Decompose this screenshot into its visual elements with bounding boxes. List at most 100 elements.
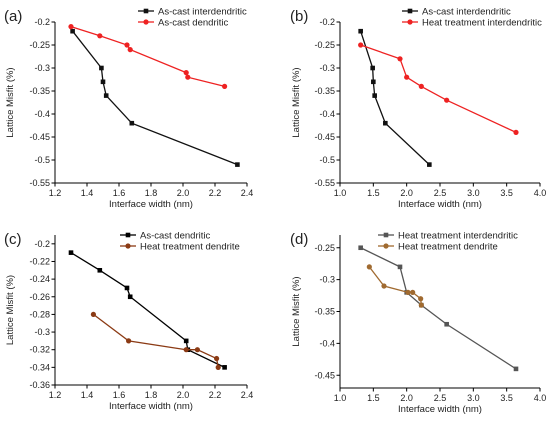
- series-line: [368, 266, 422, 306]
- y-tick-label: -0.35: [314, 307, 335, 317]
- y-tick-label: -0.3: [319, 63, 335, 73]
- data-point: [68, 24, 74, 30]
- data-point: [410, 289, 416, 295]
- x-tick-label: 3.5: [500, 393, 513, 403]
- x-tick-label: 1.4: [81, 188, 94, 198]
- y-tick-label: -0.25: [314, 40, 335, 50]
- y-axis-label: Lattice Misfit (%): [291, 67, 302, 137]
- data-point: [513, 129, 519, 135]
- y-tick-label: -0.28: [29, 309, 50, 319]
- x-axis-label: Interface width (nm): [398, 199, 482, 210]
- chart-panel: (b) 1.0 1.5 2.0 2.5 3.0 3.5 4.0 -0.55 -0.5 -0.45 -0…: [290, 6, 546, 210]
- data-point: [194, 347, 200, 353]
- chart-panel: (c) 1.2 1.4 1.6 1.8 2.0 2.2 2.4 -0.36 -0.34 -0.32 -…: [4, 230, 253, 412]
- chart-panel: (d) 1.0 1.5 2.0 2.5 3.0 3.5 4.0 -0.45 -0.4 -0.35 -0…: [290, 230, 546, 415]
- x-tick-label: 1.6: [113, 188, 126, 198]
- data-point: [126, 338, 132, 344]
- data-point: [99, 65, 104, 71]
- y-tick-label: -0.25: [29, 40, 50, 50]
- x-tick-label: 3.0: [467, 188, 480, 198]
- data-point: [513, 366, 519, 372]
- x-axis-label: Interface width (nm): [109, 199, 193, 210]
- x-tick-label: 2.0: [400, 188, 413, 198]
- data-point: [129, 120, 135, 126]
- x-tick-label: 1.2: [49, 188, 62, 198]
- x-tick-label: 1.5: [367, 393, 380, 403]
- data-point: [366, 264, 372, 270]
- data-point: [124, 42, 130, 48]
- data-point: [235, 162, 240, 167]
- data-point: [358, 245, 363, 251]
- y-tick-label: -0.2: [34, 17, 50, 27]
- legend-swatch-marker: [383, 243, 389, 249]
- series-line: [360, 44, 517, 133]
- y-tick-label: -0.45: [29, 132, 50, 142]
- data-point: [222, 365, 227, 370]
- x-tick-label: 2.0: [400, 393, 413, 403]
- series-line: [70, 25, 225, 88]
- panel-label: (b): [290, 8, 308, 25]
- y-tick-label: -0.3: [319, 275, 335, 285]
- y-tick-label: -0.3: [34, 63, 50, 73]
- data-point: [427, 162, 432, 167]
- x-tick-label: 2.0: [177, 188, 190, 198]
- y-axis-label: Lattice Misfit (%): [291, 276, 302, 346]
- panel-label: (a): [4, 8, 22, 25]
- legend-entry: As-cast interdendritic: [158, 6, 247, 17]
- legend-swatch-marker: [143, 19, 149, 25]
- y-tick-label: -0.5: [319, 155, 335, 165]
- x-tick-label: 2.4: [241, 188, 254, 198]
- data-point: [418, 83, 424, 89]
- data-point: [405, 289, 411, 295]
- data-point: [103, 93, 109, 98]
- series-line: [72, 30, 238, 166]
- data-point: [183, 347, 189, 353]
- legend-entry: Heat treatment interdendritic: [398, 230, 518, 241]
- data-point: [371, 79, 376, 85]
- x-tick-label: 2.4: [241, 390, 254, 400]
- y-tick-label: -0.4: [34, 109, 50, 119]
- data-point: [397, 264, 403, 270]
- y-tick-label: -0.34: [29, 362, 50, 372]
- data-point: [97, 33, 103, 39]
- y-tick-label: -0.2: [34, 239, 50, 249]
- series-line: [360, 247, 517, 370]
- legend-swatch-marker: [383, 232, 389, 238]
- data-point: [404, 74, 410, 80]
- x-tick-label: 1.8: [145, 188, 158, 198]
- y-tick-label: -0.4: [319, 338, 335, 348]
- y-tick-label: -0.5: [34, 155, 50, 165]
- series-line: [360, 30, 430, 166]
- x-tick-label: 1.8: [145, 390, 158, 400]
- legend-swatch-marker: [125, 243, 131, 249]
- x-axis-label: Interface width (nm): [398, 404, 482, 415]
- data-point: [215, 364, 221, 370]
- x-axis-label: Interface width (nm): [109, 401, 193, 412]
- y-tick-label: -0.45: [314, 132, 335, 142]
- y-tick-label: -0.35: [314, 86, 335, 96]
- data-point: [183, 70, 189, 76]
- legend-swatch-marker: [125, 232, 131, 238]
- legend-swatch-marker: [143, 8, 149, 14]
- x-tick-label: 2.5: [434, 188, 447, 198]
- legend-entry: As-cast interdendritic: [422, 6, 511, 17]
- data-point: [90, 311, 96, 318]
- legend-swatch-marker: [407, 19, 413, 25]
- data-point: [70, 28, 75, 34]
- x-tick-label: 2.2: [209, 390, 222, 400]
- y-tick-label: -0.26: [29, 292, 50, 302]
- y-tick-label: -0.36: [29, 380, 50, 390]
- y-tick-label: -0.24: [29, 274, 50, 284]
- data-point: [358, 42, 364, 48]
- y-tick-label: -0.55: [29, 178, 50, 188]
- y-tick-label: -0.32: [29, 345, 50, 355]
- x-tick-label: 2.0: [177, 390, 190, 400]
- y-tick-label: -0.45: [314, 370, 335, 380]
- data-point: [381, 283, 387, 289]
- x-tick-label: 1.4: [81, 390, 94, 400]
- x-tick-label: 2.5: [434, 393, 447, 403]
- series-line: [70, 252, 225, 368]
- data-point: [444, 321, 449, 327]
